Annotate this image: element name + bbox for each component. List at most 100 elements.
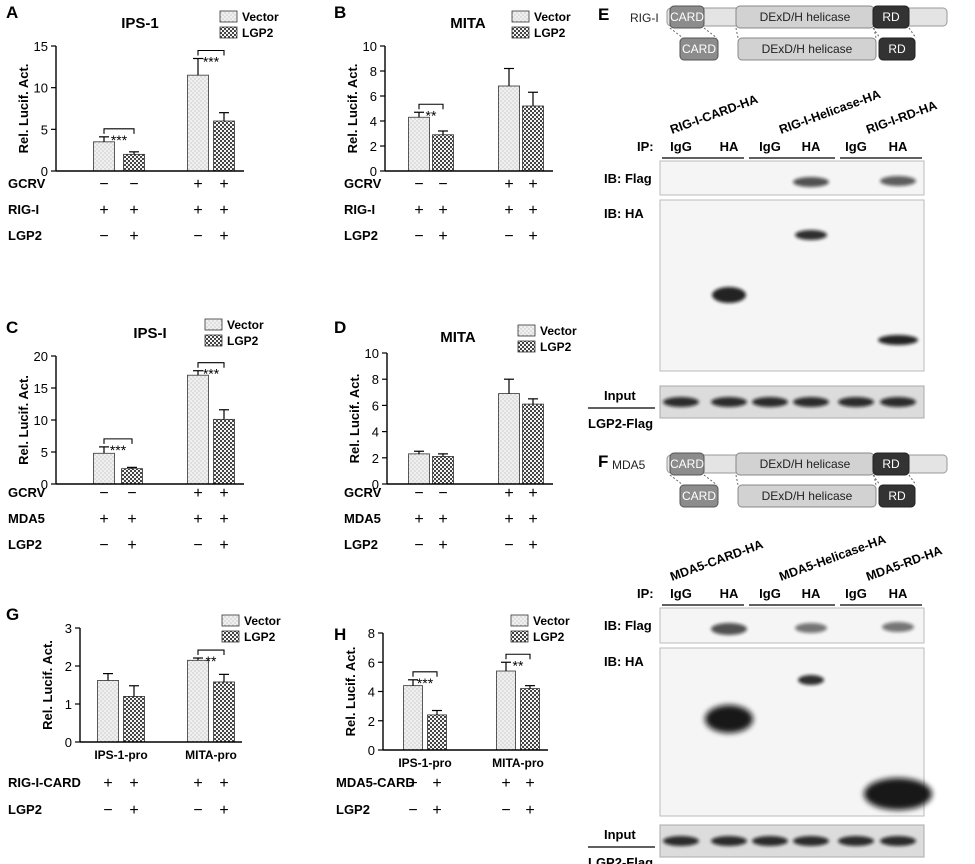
lane-label: HA	[889, 139, 908, 154]
condition-label: GCRV	[8, 485, 46, 500]
ha-band	[795, 230, 827, 240]
card-domain-label: CARD	[670, 457, 704, 471]
condition-sign: +	[438, 228, 447, 245]
y-tick-label: 0	[372, 477, 379, 492]
condition-sign: −	[438, 485, 447, 502]
condition-label: MDA5-CARD	[336, 775, 415, 790]
condition-label: GCRV	[8, 176, 46, 191]
flag-band	[882, 622, 914, 632]
significance-stars: ***	[111, 132, 128, 148]
lane-construct-header: RIG-I-CARD-HA	[668, 92, 760, 137]
panel-label: G	[6, 605, 19, 624]
protein-name: MDA5	[612, 458, 646, 472]
legend-swatch	[517, 340, 536, 353]
card-fragment	[679, 484, 719, 508]
legend-swatch	[204, 334, 223, 347]
condition-sign: +	[414, 511, 423, 528]
lane-label: HA	[720, 586, 739, 601]
significance-bracket	[197, 49, 225, 56]
condition-sign: +	[504, 485, 513, 502]
helicase-fragment	[737, 37, 877, 61]
flag-band	[711, 623, 747, 635]
bar-lgp2	[123, 153, 145, 172]
domain-connector	[872, 474, 881, 486]
y-tick-label: 8	[372, 372, 379, 387]
condition-sign: −	[193, 537, 202, 554]
y-tick-label: 2	[65, 659, 72, 674]
bar-vector	[408, 453, 430, 485]
ha-band	[712, 287, 746, 303]
condition-sign: +	[504, 511, 513, 528]
input-band	[711, 397, 747, 407]
significance-bracket	[103, 128, 135, 134]
input-band	[663, 836, 699, 846]
legend-swatch	[510, 614, 529, 627]
bar-lgp2	[432, 134, 454, 172]
legend-label: Vector	[534, 10, 571, 24]
condition-sign: −	[103, 802, 112, 819]
chart-title: IPS-I	[133, 325, 166, 342]
legend-swatch	[510, 630, 529, 643]
bar-lgp2	[213, 120, 235, 172]
bar-lgp2	[121, 468, 143, 485]
card-fragment-label: CARD	[682, 489, 716, 503]
card-fragment-label: CARD	[682, 42, 716, 56]
condition-sign: +	[528, 485, 537, 502]
condition-sign: +	[525, 802, 534, 819]
condition-sign: +	[129, 802, 138, 819]
domain-connector	[873, 474, 877, 486]
bar-vector	[187, 374, 209, 485]
input-band	[880, 836, 916, 846]
significance-bracket	[197, 362, 225, 368]
legend-swatch	[204, 318, 223, 331]
condition-sign: +	[219, 802, 228, 819]
legend-label: LGP2	[244, 630, 276, 644]
domain-connector	[703, 474, 718, 486]
ib-ha-strip	[659, 199, 925, 372]
legend-swatch	[219, 10, 238, 23]
condition-label: MDA5	[344, 511, 381, 526]
y-tick-label: 6	[372, 398, 379, 413]
x-category-label: MITA-pro	[492, 756, 544, 770]
condition-sign: −	[501, 802, 510, 819]
legend-label: LGP2	[540, 340, 572, 354]
input-band	[752, 836, 788, 846]
condition-sign: +	[219, 176, 228, 193]
ib-ha-label: IB: HA	[604, 206, 644, 221]
legend-label: LGP2	[242, 26, 274, 40]
input-band	[793, 836, 829, 846]
y-tick-label: 2	[372, 451, 379, 466]
ib-flag-strip	[659, 160, 925, 196]
domain-connector	[669, 474, 684, 486]
condition-sign: +	[193, 176, 202, 193]
ha-band	[798, 675, 824, 685]
condition-sign: +	[193, 511, 202, 528]
y-tick-label: 10	[34, 81, 48, 96]
y-tick-label: 10	[363, 39, 377, 54]
ib-flag-strip	[659, 607, 925, 644]
lane-label: IgG	[670, 139, 692, 154]
condition-sign: +	[438, 511, 447, 528]
input-row-label: LGP2-Flag	[588, 416, 653, 431]
panel-label: D	[334, 318, 346, 337]
legend-label: LGP2	[227, 334, 259, 348]
condition-sign: +	[193, 775, 202, 792]
condition-sign: +	[432, 802, 441, 819]
bar-vector	[403, 685, 423, 751]
panel-label: H	[334, 625, 346, 644]
lane-label: IgG	[670, 586, 692, 601]
condition-sign: +	[501, 775, 510, 792]
bar-lgp2	[213, 681, 235, 743]
condition-sign: +	[528, 228, 537, 245]
panel-b-chart: B MITA Rel. Lucif. Act. 0 2 4 6 8 10 ** Vector LGP2…	[334, 3, 571, 245]
lane-label: HA	[889, 586, 908, 601]
bar-vector	[187, 74, 209, 172]
flag-band	[793, 177, 829, 187]
input-band	[880, 397, 916, 407]
bar-lgp2	[522, 105, 544, 172]
lane-construct-header: RIG-I-RD-HA	[864, 98, 939, 137]
significance-bracket	[412, 671, 438, 677]
chart-title: IPS-1	[121, 15, 159, 32]
bar-vector	[496, 670, 516, 751]
